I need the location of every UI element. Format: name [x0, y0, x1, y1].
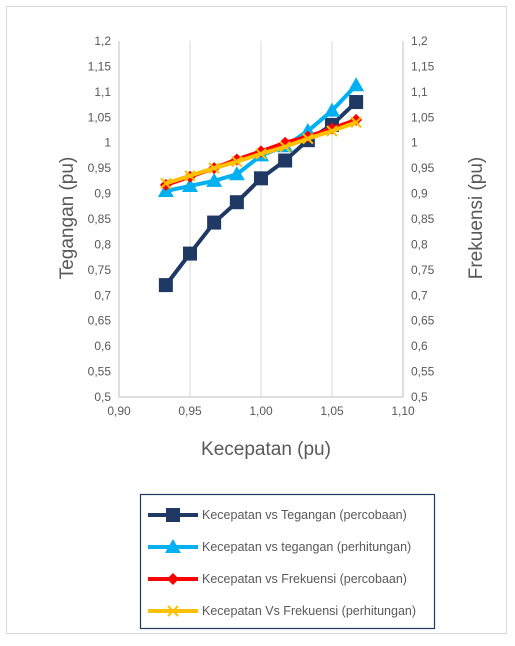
- x-tick-label: 1,05: [320, 404, 344, 418]
- data-point: [349, 95, 364, 110]
- data-point: [348, 77, 365, 92]
- data-point: [182, 177, 198, 192]
- data-point: [229, 195, 244, 210]
- series-4: [160, 116, 362, 190]
- legend-marker: [167, 605, 179, 617]
- x-tick-label: 0,90: [107, 404, 131, 418]
- y-tick-label: 0,85: [88, 212, 112, 226]
- y2-tick-label: 0,8: [411, 237, 428, 251]
- data-point: [255, 148, 267, 160]
- y-tick-label: 0,9: [94, 187, 111, 201]
- legend-item: Kecepatan vs tegangan (perhitungan): [148, 539, 411, 554]
- y-tick-label: 0,8: [94, 237, 111, 251]
- legend-label: Kecepatan vs Frekuensi (percobaan): [202, 572, 407, 586]
- legend-marker: [165, 539, 181, 553]
- x-tick-label: 1,10: [391, 404, 415, 418]
- y2-axis-title: Frekuensi (pu): [466, 157, 487, 280]
- y-tick-label: 0,55: [88, 365, 112, 379]
- series-layer: [157, 77, 365, 293]
- data-point: [231, 155, 243, 168]
- y-tick-label: 1,15: [88, 59, 112, 73]
- data-point: [279, 141, 291, 153]
- y-tick-label: 0,7: [94, 288, 111, 302]
- y2-tick-label: 1: [411, 136, 418, 150]
- data-point: [326, 125, 338, 137]
- y2-tick-label: 0,95: [411, 161, 435, 175]
- x-tick-label: 1,00: [249, 404, 273, 418]
- y2-tick-label: 1,2: [411, 34, 428, 48]
- data-point: [302, 132, 314, 145]
- data-point: [350, 116, 362, 129]
- y-tick-label: 1,2: [94, 34, 111, 48]
- y2-tick-label: 0,5: [411, 390, 428, 404]
- y2-tick-label: 1,05: [411, 110, 435, 124]
- data-point: [184, 170, 196, 182]
- data-point: [207, 215, 222, 230]
- y-tick-label: 0,75: [88, 263, 112, 277]
- y2-tick-label: 0,85: [411, 212, 435, 226]
- y2-tick-label: 0,7: [411, 288, 428, 302]
- axes: 0,90 0,95 1,00 1,05 1,100,5 0,50,55 0,550,6 0,6…: [88, 34, 435, 418]
- legend: Kecepatan vs Tegangan (percobaan) Kecepat…: [148, 508, 416, 618]
- y2-tick-label: 0,65: [411, 314, 435, 328]
- y-axis-title: Tegangan (pu): [57, 157, 78, 280]
- x-tick-label: 0,95: [178, 404, 202, 418]
- y-tick-label: 1: [104, 136, 111, 150]
- y-tick-label: 1,1: [94, 85, 111, 99]
- legend-item: Kecepatan vs Tegangan (percobaan): [148, 508, 407, 522]
- y2-tick-label: 0,75: [411, 263, 435, 277]
- y2-tick-label: 0,9: [411, 187, 428, 201]
- data-point: [206, 172, 223, 187]
- x-axis-title: Kecepatan (pu): [201, 439, 331, 460]
- data-point: [160, 177, 172, 190]
- y2-tick-label: 1,15: [411, 59, 435, 73]
- legend-label: Kecepatan vs Tegangan (percobaan): [202, 508, 407, 522]
- data-point: [208, 162, 220, 174]
- data-point: [158, 278, 173, 293]
- data-point: [254, 171, 268, 186]
- data-point: [278, 153, 293, 168]
- legend-item: Kecepatan vs Frekuensi (percobaan): [148, 572, 407, 586]
- y-tick-label: 0,6: [94, 339, 111, 353]
- legend-marker: [166, 508, 180, 522]
- legend-item: Kecepatan Vs Frekuensi (perhitungan): [148, 604, 416, 618]
- legend-label: Kecepatan Vs Frekuensi (perhitungan): [202, 604, 416, 618]
- y-tick-label: 0,95: [88, 161, 112, 175]
- y-tick-label: 1,05: [88, 110, 112, 124]
- data-point: [183, 246, 197, 261]
- y2-tick-label: 1,1: [411, 85, 428, 99]
- data-point: [324, 102, 340, 117]
- y-tick-label: 0,5: [94, 390, 111, 404]
- y2-tick-label: 0,6: [411, 339, 428, 353]
- legend-marker: [167, 573, 179, 585]
- data-point: [228, 166, 245, 181]
- legend-label: Kecepatan vs tegangan (perhitungan): [202, 540, 411, 554]
- y-tick-label: 0,65: [88, 314, 112, 328]
- y2-tick-label: 0,55: [411, 365, 435, 379]
